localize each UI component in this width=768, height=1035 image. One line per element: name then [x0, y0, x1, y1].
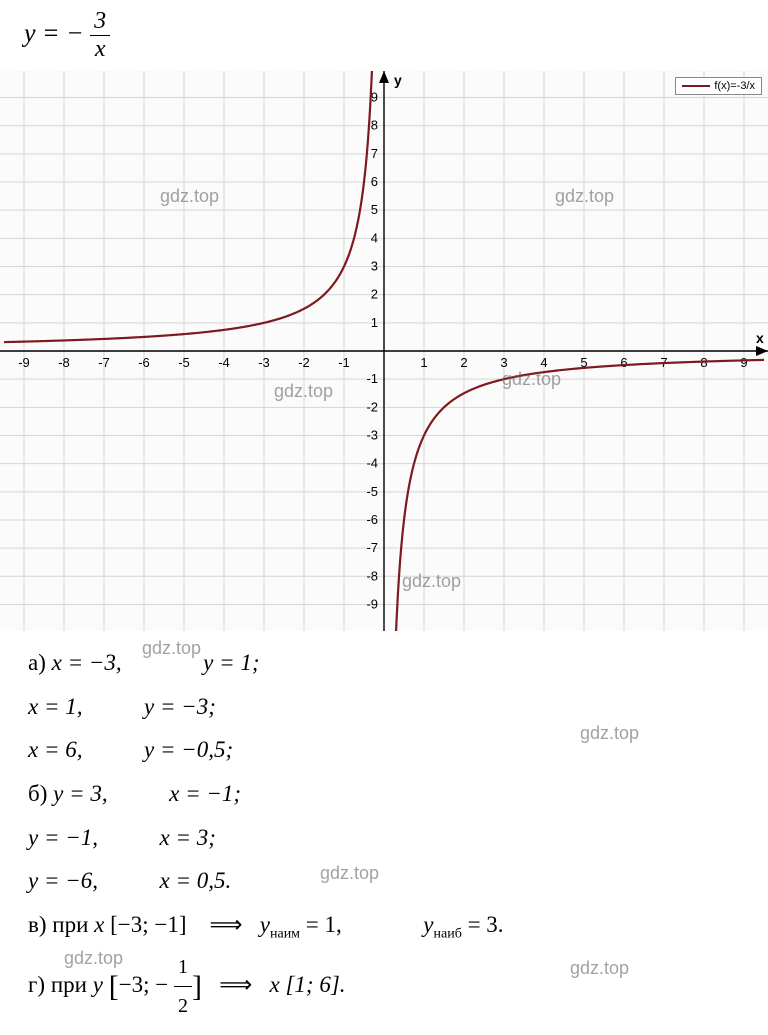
d-label: г) [28, 972, 45, 997]
svg-text:-6: -6 [138, 355, 150, 370]
equation-lhs: y [24, 18, 36, 47]
d-frac-den: 2 [174, 987, 192, 1025]
svg-text:3: 3 [371, 259, 378, 274]
answer-b-row-1: б) y = 3, x = −1; [28, 772, 740, 816]
c-ymax-label: y [423, 912, 433, 937]
svg-text:1: 1 [371, 315, 378, 330]
a-y-2: y = −0,5; [144, 737, 233, 762]
d-arrow: ⟹ [219, 971, 252, 997]
equation-denominator: x [90, 36, 110, 63]
c-pre: при [52, 912, 88, 937]
legend-color-swatch [682, 85, 710, 87]
c-ymax-val: = 3. [468, 912, 504, 937]
answer-b-row-3: y = −6, x = 0,5. [28, 859, 740, 903]
equation-op: = − [42, 18, 84, 47]
svg-text:-5: -5 [178, 355, 190, 370]
c-arrow: ⟹ [210, 911, 243, 937]
svg-text:5: 5 [371, 202, 378, 217]
equation-fraction: 3 x [90, 8, 110, 63]
b-label: б) [28, 781, 47, 806]
chart-legend: f(x)=-3/x [675, 77, 762, 95]
svg-text:-9: -9 [18, 355, 30, 370]
c-ymin-label: y [260, 912, 270, 937]
svg-text:-2: -2 [298, 355, 310, 370]
legend-label: f(x)=-3/x [714, 80, 755, 92]
svg-text:-7: -7 [98, 355, 110, 370]
b-x-0: x = −1; [169, 781, 241, 806]
svg-text:-9: -9 [366, 596, 378, 611]
chart-container: x y -9 -8 -7 -6 -5 -4 -3 -2 -1 1 2 3 4 5 6 7 8 9 -9 -8 -7 -6 -5 -… [0, 71, 768, 631]
c-var: x [94, 912, 104, 937]
svg-text:-4: -4 [218, 355, 230, 370]
svg-text:-1: -1 [338, 355, 350, 370]
svg-text:-3: -3 [258, 355, 270, 370]
answer-a-row-3: x = 6, y = −0,5; [28, 728, 740, 772]
svg-text:6: 6 [371, 174, 378, 189]
svg-text:6: 6 [620, 355, 627, 370]
svg-text:4: 4 [540, 355, 547, 370]
svg-text:4: 4 [371, 230, 378, 245]
answer-a-row-1: а) x = −3, y = 1; [28, 641, 740, 685]
svg-text:y: y [394, 72, 402, 88]
a-y-0: y = 1; [203, 650, 259, 675]
d-var: y [93, 972, 103, 997]
svg-text:2: 2 [371, 287, 378, 302]
d-frac-num: 1 [174, 948, 192, 987]
d-fraction: 1 2 [174, 948, 192, 1025]
a-x-0: x = −3, [52, 650, 122, 675]
b-x-1: x = 3; [160, 825, 216, 850]
svg-text:7: 7 [371, 146, 378, 161]
answer-b-row-2: y = −1, x = 3; [28, 816, 740, 860]
svg-text:x: x [756, 330, 764, 346]
a-y-1: y = −3; [144, 694, 216, 719]
svg-text:-8: -8 [366, 568, 378, 583]
a-label: а) [28, 650, 46, 675]
svg-text:2: 2 [460, 355, 467, 370]
c-interval: [−3; −1] [110, 912, 186, 937]
answer-d-row: г) при y [−3; − 1 2 ] ⟹ x [1; 6]. [28, 948, 740, 1025]
svg-text:-1: -1 [366, 371, 378, 386]
answers-block: gdz.topgdz.topgdz.topgdz.topgdz.top а) x… [0, 631, 768, 1035]
svg-text:-2: -2 [366, 399, 378, 414]
equation-numerator: 3 [90, 8, 110, 36]
d-pre: при [51, 972, 87, 997]
svg-text:-4: -4 [366, 456, 378, 471]
a-x-1: x = 1, [28, 694, 82, 719]
svg-text:-8: -8 [58, 355, 70, 370]
svg-text:-6: -6 [366, 512, 378, 527]
c-label: в) [28, 912, 47, 937]
svg-text:8: 8 [371, 118, 378, 133]
a-x-2: x = 6, [28, 737, 82, 762]
svg-text:-7: -7 [366, 540, 378, 555]
hyperbola-chart: x y -9 -8 -7 -6 -5 -4 -3 -2 -1 1 2 3 4 5 6 7 8 9 -9 -8 -7 -6 -5 -… [0, 71, 768, 631]
svg-text:-3: -3 [366, 427, 378, 442]
c-ymin-val: = 1, [306, 912, 342, 937]
b-y-0: y = 3, [53, 781, 107, 806]
svg-text:1: 1 [420, 355, 427, 370]
b-y-2: y = −6, [28, 868, 98, 893]
equation: y = − 3 x [0, 0, 768, 71]
svg-text:-5: -5 [366, 484, 378, 499]
answer-a-row-2: x = 1, y = −3; [28, 685, 740, 729]
d-result: x [1; 6]. [270, 972, 346, 997]
svg-text:3: 3 [500, 355, 507, 370]
d-interval-open: −3; − [119, 972, 169, 997]
svg-text:9: 9 [740, 355, 747, 370]
answer-c-row: в) при x [−3; −1] ⟹ yнаим = 1, yнаиб = 3… [28, 903, 740, 948]
b-x-2: x = 0,5. [160, 868, 232, 893]
b-y-1: y = −1, [28, 825, 98, 850]
